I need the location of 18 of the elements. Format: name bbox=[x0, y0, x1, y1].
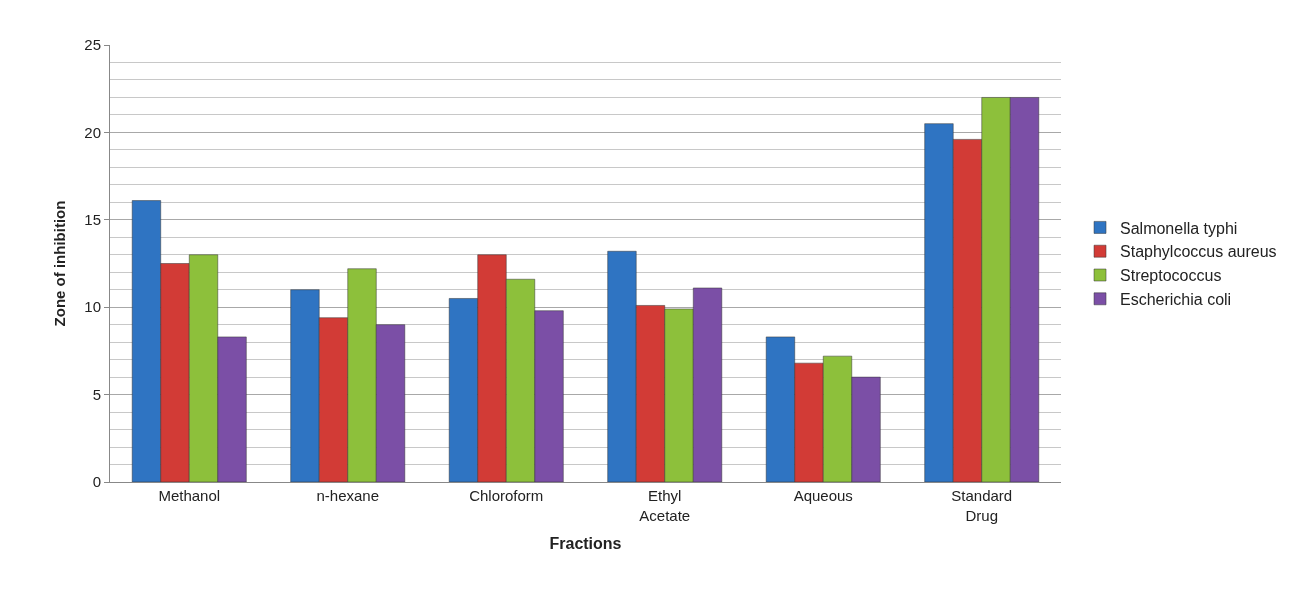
y-tick-label: 10 bbox=[84, 298, 101, 316]
y-tick-label: 25 bbox=[84, 36, 101, 54]
legend-label: Staphylcoccus aureus bbox=[1120, 243, 1277, 261]
y-axis-title: Zone of inhibition bbox=[50, 200, 68, 327]
x-axis-title: Fractions bbox=[549, 535, 622, 553]
y-tick-label: 15 bbox=[84, 211, 101, 229]
x-tick-label: Methanol bbox=[158, 487, 221, 504]
x-tick-label: Standard Drug bbox=[951, 487, 1013, 524]
legend-label: Escherichia coli bbox=[1120, 291, 1232, 309]
x-tick-label: Chloroform bbox=[469, 487, 544, 504]
x-tick-label: Ethyl Acetate bbox=[639, 487, 691, 524]
x-tick-label: n-hexane bbox=[316, 487, 380, 504]
y-tick-label: 0 bbox=[92, 473, 101, 491]
y-tick-label: 5 bbox=[92, 385, 101, 403]
x-tick-label: Aqueous bbox=[793, 487, 853, 504]
legend-label: Streptococcus bbox=[1120, 267, 1222, 285]
y-tick-label: 20 bbox=[84, 123, 101, 141]
legend-label: Salmonella typhi bbox=[1120, 219, 1238, 237]
